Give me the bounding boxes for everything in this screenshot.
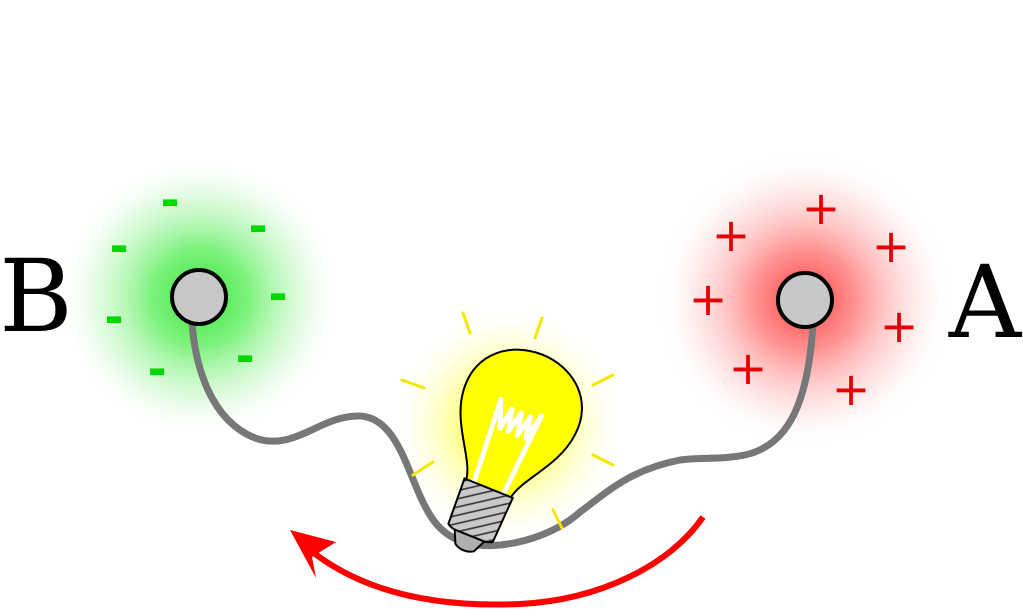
negative-charge: - — [109, 219, 128, 273]
negative-charge: - — [104, 290, 123, 344]
bulb-rays — [400, 311, 615, 530]
positive-charges: + + + + + + + — [689, 181, 919, 416]
negative-charge: - — [160, 173, 179, 227]
positive-charge: + — [880, 299, 919, 353]
negative-charges: - - - - - - - — [104, 173, 287, 396]
negative-charge: - — [248, 199, 267, 253]
bulb-filament — [472, 396, 545, 495]
light-bulb-icon — [447, 348, 583, 553]
negative-charge: - — [147, 342, 166, 396]
positive-charge: + — [689, 272, 728, 326]
positive-charge: + — [872, 219, 911, 273]
label-a: A — [948, 244, 1023, 361]
current-arrow-shaft — [308, 515, 706, 608]
positive-charge: + — [712, 208, 751, 262]
bulb-tip — [453, 528, 487, 553]
positive-charge: + — [802, 181, 841, 235]
negative-charge: - — [235, 329, 254, 383]
current-arrow-head — [290, 530, 336, 578]
curved-arrow-icon — [290, 515, 706, 608]
positive-charge: + — [729, 341, 768, 395]
positive-charge: + — [832, 362, 871, 416]
negative-charge: - — [268, 267, 287, 321]
terminal-a — [776, 271, 834, 329]
wire — [188, 318, 817, 550]
terminal-b — [170, 268, 228, 326]
label-b: B — [0, 238, 73, 355]
